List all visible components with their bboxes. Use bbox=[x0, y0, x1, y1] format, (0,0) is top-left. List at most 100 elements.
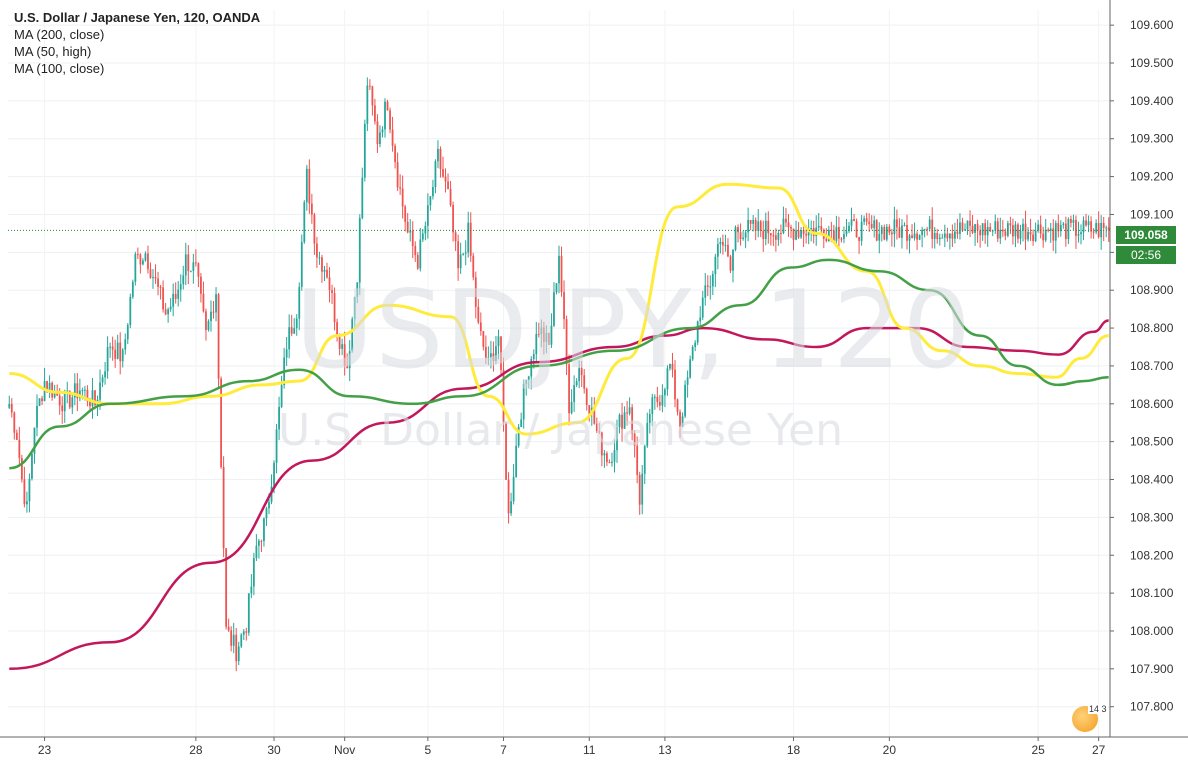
candle-body bbox=[275, 429, 278, 463]
candle-body bbox=[643, 446, 646, 474]
time-tick-label: 11 bbox=[583, 743, 596, 757]
candle-body bbox=[426, 205, 429, 226]
bar-countdown: 02:56 bbox=[1116, 246, 1176, 264]
candle-body bbox=[129, 296, 132, 325]
candle-body bbox=[999, 229, 1002, 239]
time-tick-label: 20 bbox=[883, 743, 897, 757]
candle-body bbox=[1052, 228, 1055, 241]
candle-body bbox=[946, 233, 949, 239]
candle-body bbox=[479, 322, 482, 332]
candle-body bbox=[200, 276, 202, 294]
candle-body bbox=[1006, 223, 1009, 236]
candle-body bbox=[739, 232, 742, 239]
time-axis[interactable]: 23 28 30 Nov 5 7 11 13 18 20 25 27 bbox=[0, 736, 1188, 757]
candle-body bbox=[613, 450, 616, 462]
candle-body bbox=[969, 220, 971, 226]
candle-body bbox=[515, 445, 518, 477]
candle-body bbox=[38, 398, 41, 406]
candle-body bbox=[89, 401, 91, 407]
price-tick-label: 109.200 bbox=[1130, 170, 1174, 184]
candle-body bbox=[71, 397, 74, 408]
price-tick-label: 109.100 bbox=[1130, 207, 1174, 221]
candle-body bbox=[252, 558, 255, 587]
candle-body bbox=[838, 226, 840, 239]
candle-body bbox=[288, 327, 291, 350]
candle-body bbox=[81, 390, 84, 392]
candle-body bbox=[260, 540, 263, 542]
candle-body bbox=[273, 462, 275, 487]
candle-body bbox=[870, 223, 873, 229]
candle-body bbox=[560, 255, 563, 293]
candle-body bbox=[124, 339, 127, 350]
study-ma50[interactable]: MA (50, high) bbox=[14, 44, 92, 59]
candle-body bbox=[699, 317, 702, 322]
candle-body bbox=[1024, 223, 1027, 240]
candles bbox=[8, 77, 1110, 672]
candle-body bbox=[767, 220, 770, 234]
candle-body bbox=[401, 188, 404, 207]
candle-body bbox=[58, 395, 61, 406]
study-ma200[interactable]: MA (200, close) bbox=[14, 27, 105, 42]
candle-body bbox=[104, 371, 106, 378]
candle-body bbox=[689, 359, 692, 378]
candle-body bbox=[641, 473, 644, 505]
candle-body bbox=[31, 453, 33, 479]
candle-body bbox=[1075, 219, 1077, 236]
price-axis[interactable]: 109.600 109.500 109.400 109.300 109.200 109.1… bbox=[1109, 0, 1174, 737]
candle-body bbox=[976, 224, 979, 231]
time-tick-label: 5 bbox=[425, 743, 432, 757]
candle-body bbox=[321, 257, 323, 272]
candle-body bbox=[774, 235, 777, 240]
study-ma100[interactable]: MA (100, close) bbox=[14, 61, 105, 76]
candle-body bbox=[10, 404, 13, 413]
price-tick-label: 109.500 bbox=[1130, 56, 1174, 70]
candle-body bbox=[810, 228, 813, 230]
candle-body bbox=[280, 385, 283, 407]
candle-body bbox=[33, 427, 36, 454]
candle-body bbox=[901, 225, 903, 238]
candle-body bbox=[48, 382, 51, 390]
candle-body bbox=[565, 319, 568, 365]
candle-body bbox=[472, 255, 475, 278]
candle-body bbox=[896, 219, 898, 228]
candle-body bbox=[192, 262, 195, 271]
candle-body bbox=[563, 292, 565, 320]
candle-body bbox=[666, 368, 669, 390]
candle-body bbox=[1037, 224, 1040, 231]
candle-body bbox=[527, 376, 530, 380]
candle-body bbox=[454, 232, 457, 242]
candle-body bbox=[502, 369, 505, 423]
candle-body bbox=[1090, 221, 1092, 232]
price-tick-label: 108.300 bbox=[1130, 510, 1174, 524]
candle-body bbox=[542, 327, 545, 342]
candle-body bbox=[573, 385, 576, 402]
candle-body bbox=[313, 214, 316, 244]
candle-body bbox=[1009, 223, 1012, 226]
price-tick-label: 108.700 bbox=[1130, 359, 1174, 373]
candle-body bbox=[464, 252, 467, 254]
candle-body bbox=[1049, 228, 1052, 231]
candle-body bbox=[295, 318, 298, 329]
candle-body bbox=[497, 336, 500, 347]
candle-body bbox=[351, 319, 354, 352]
candle-body bbox=[553, 292, 555, 326]
candle-body bbox=[1107, 227, 1110, 231]
price-tick-label: 108.400 bbox=[1130, 473, 1174, 487]
candle-body bbox=[343, 344, 346, 366]
candle-body bbox=[850, 219, 853, 226]
candle-body bbox=[623, 412, 626, 429]
price-tick-label: 109.600 bbox=[1130, 18, 1174, 32]
candle-body bbox=[366, 85, 369, 124]
candle-body bbox=[694, 342, 697, 348]
candle-body bbox=[595, 423, 598, 431]
candle-body bbox=[984, 223, 987, 236]
candle-body bbox=[664, 389, 666, 396]
candle-body bbox=[492, 353, 495, 361]
candle-body bbox=[177, 289, 180, 299]
price-tick-label: 109.400 bbox=[1130, 94, 1174, 108]
candle-body bbox=[769, 233, 772, 236]
candle-body bbox=[333, 293, 336, 323]
candle-body bbox=[706, 285, 709, 287]
candle-body bbox=[911, 235, 913, 239]
